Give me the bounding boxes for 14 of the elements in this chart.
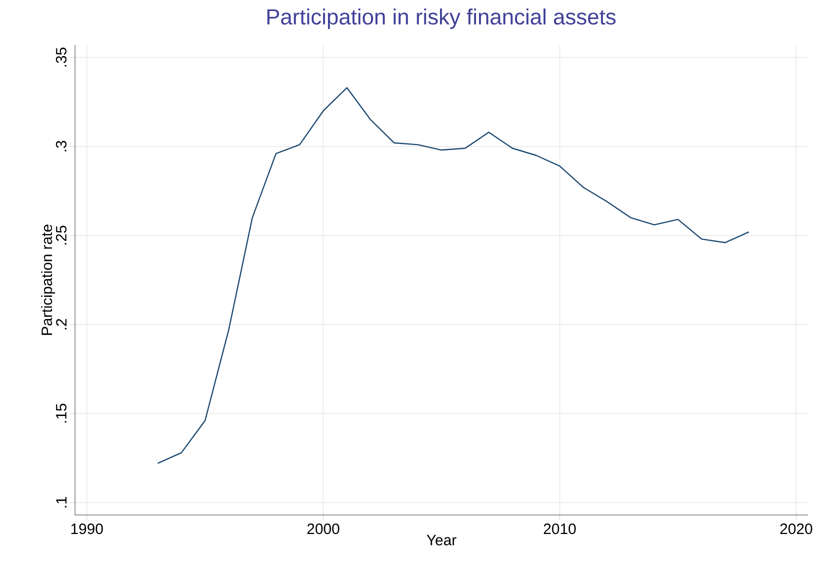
y-tick-label: .3 [56,140,66,152]
y-tick-label: .15 [56,404,66,423]
x-tick-label: 2000 [307,524,340,534]
y-tick-label: .2 [56,319,66,330]
x-tick-label: 2010 [544,524,576,534]
chart-title: Participation in risky financial assets [267,8,616,29]
line-series [157,87,750,464]
x-tick-label: 2020 [780,524,812,534]
y-tick-label: .35 [56,48,66,66]
y-tick-label: .25 [56,226,66,245]
x-tick-label: 1990 [71,524,103,534]
y-tick-label: .1 [56,497,66,508]
x-axis-title: Year [426,534,456,546]
y-axis-title: Participation rate [41,224,56,335]
